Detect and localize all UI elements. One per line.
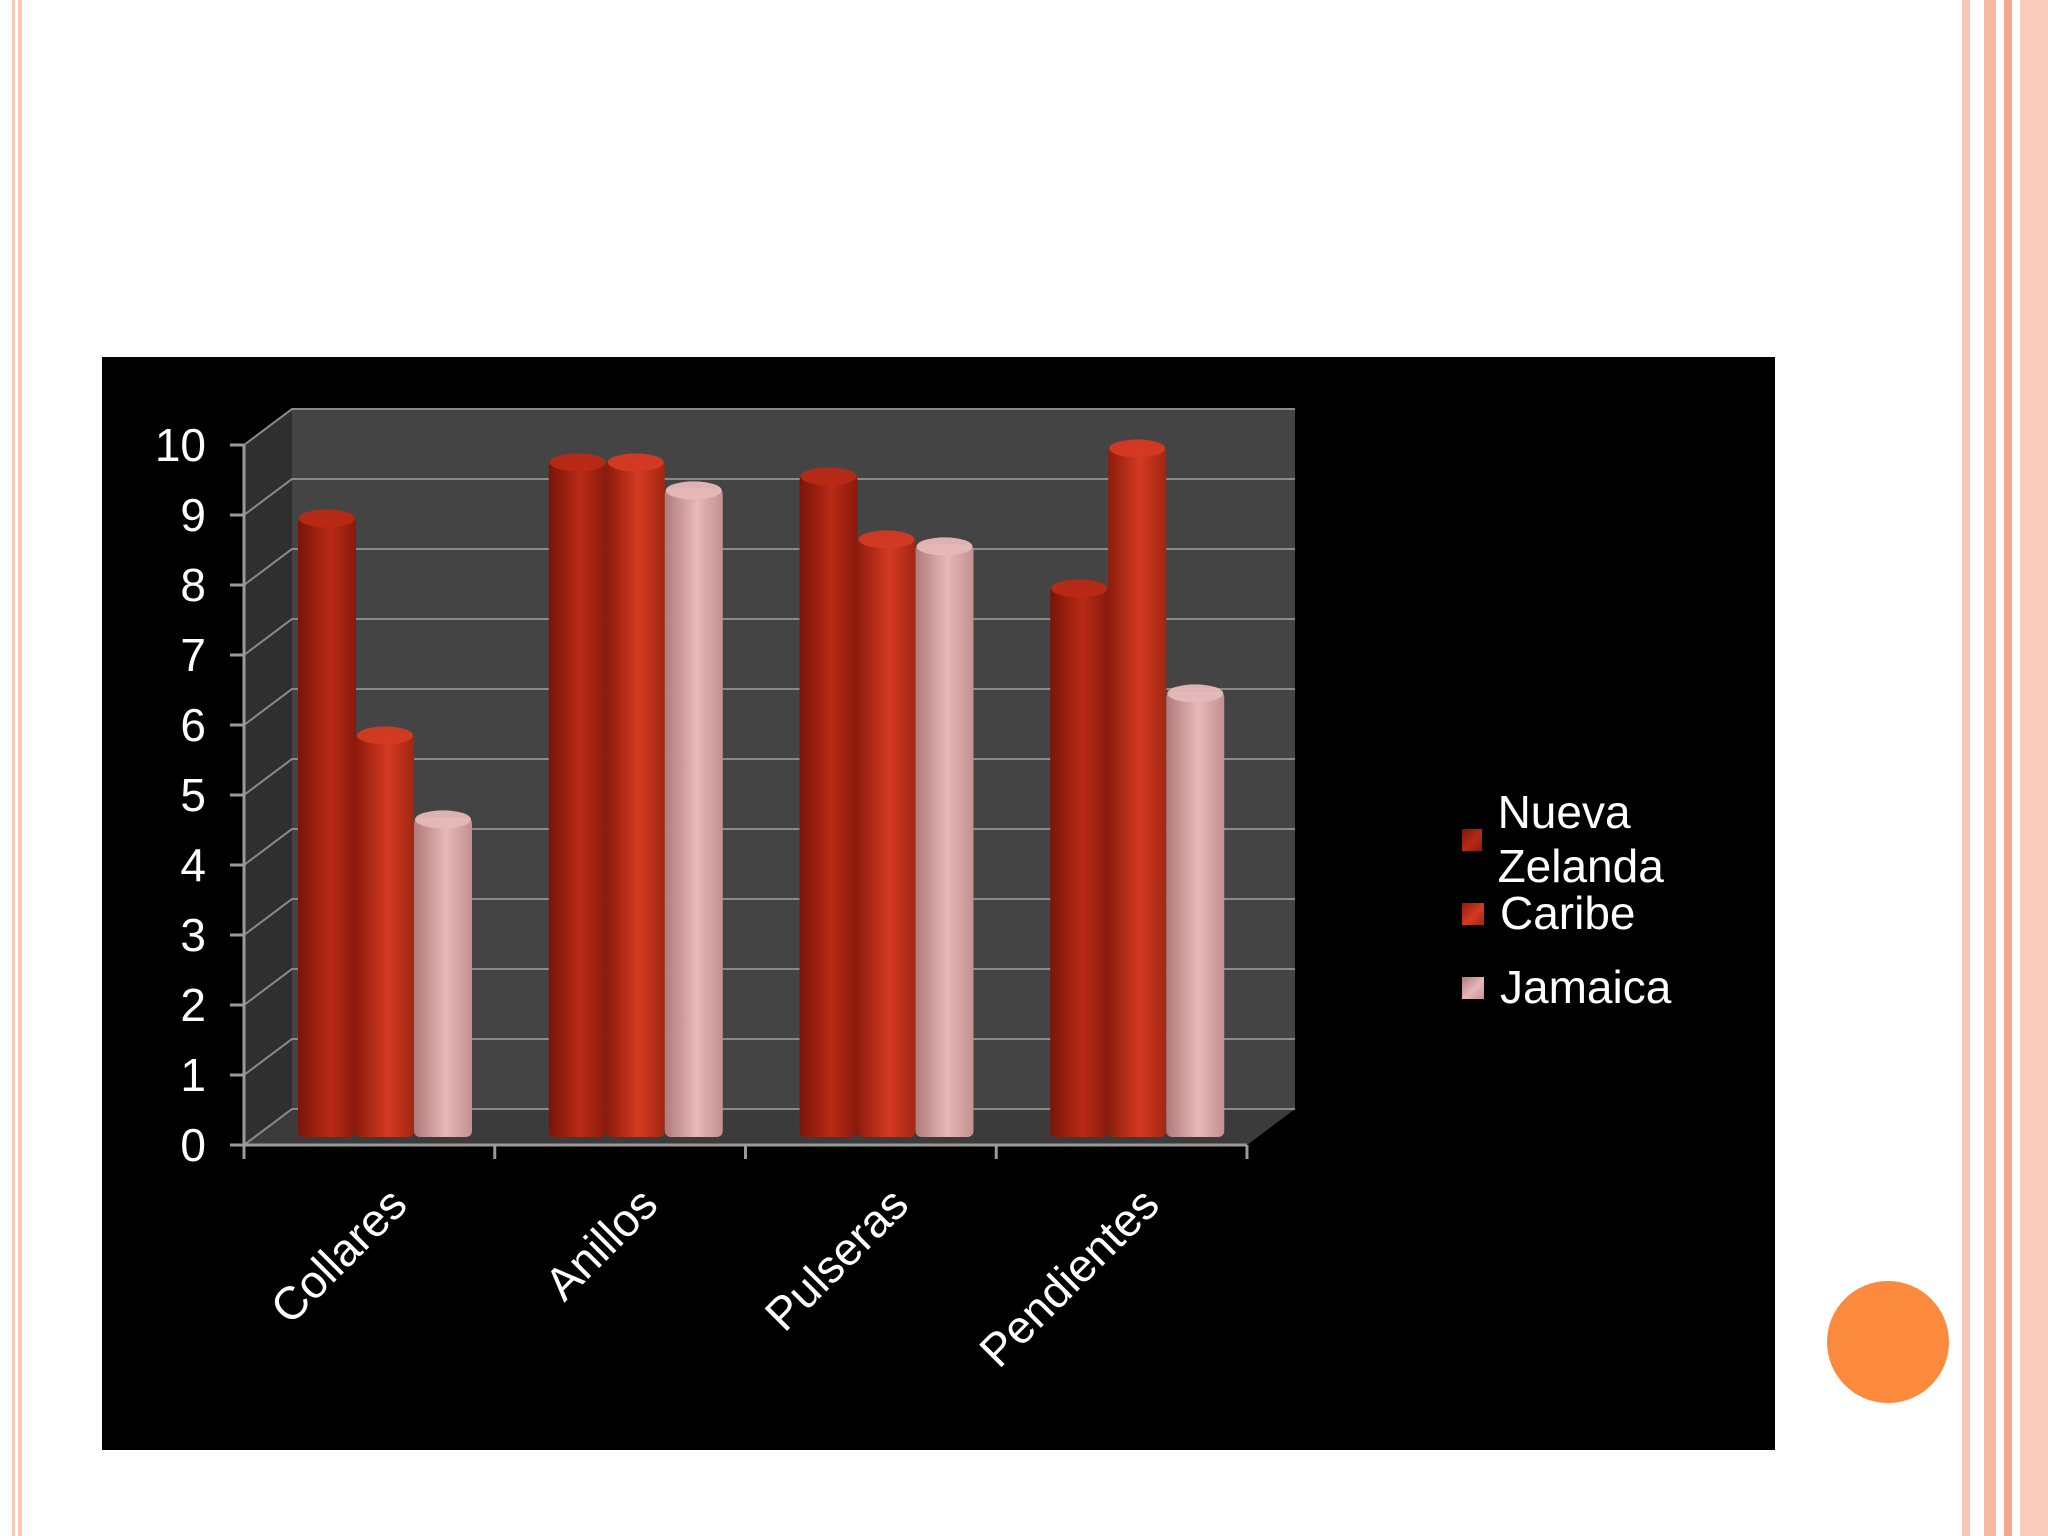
- x-tick-label: Pulseras: [755, 1177, 918, 1340]
- legend-label: Nueva Zelanda: [1497, 786, 1664, 892]
- bar-top: [607, 453, 664, 472]
- bar: [1166, 684, 1225, 1137]
- x-tick-labels: Collares Anillos Pulseras Pendientes: [260, 1177, 1168, 1377]
- bar-top: [1051, 579, 1108, 598]
- slide-border-right: [1956, 0, 2048, 1536]
- y-tick-label: 1: [180, 1049, 206, 1101]
- bar-top: [800, 467, 857, 486]
- y-tick-labels: 0 1 2 3 4 5 6 7 8 9 10: [155, 419, 206, 1171]
- bar-front: [414, 817, 472, 1137]
- bar: [857, 530, 916, 1137]
- legend-swatch-jamaica: [1462, 977, 1484, 999]
- y-tick-label: 0: [180, 1119, 206, 1171]
- bar: [414, 810, 472, 1137]
- bar: [1050, 579, 1109, 1137]
- bar-chart: 0 1 2 3 4 5 6 7 8 9 10 Collares Anillos Pulseras Pend…: [155, 408, 1295, 1377]
- chart-bars: [298, 439, 1225, 1137]
- y-tick-label: 7: [180, 629, 206, 681]
- bar-top: [415, 810, 471, 829]
- bar-top: [916, 537, 973, 556]
- bar: [799, 467, 858, 1137]
- bar-front: [298, 516, 356, 1137]
- bar: [298, 509, 356, 1137]
- bar-top: [299, 509, 355, 528]
- bar: [606, 453, 665, 1137]
- slide-border-left: [12, 0, 22, 1536]
- legend-swatch-caribe: [1462, 903, 1484, 925]
- bar-top: [1167, 684, 1224, 703]
- legend-label: Jamaica: [1500, 961, 1672, 1013]
- gridline: [243, 478, 1295, 516]
- bar-front: [356, 733, 414, 1137]
- x-tick-label: Collares: [260, 1177, 416, 1333]
- chart-axes: [230, 443, 1249, 1159]
- bar-front: [548, 460, 607, 1137]
- bar: [664, 481, 723, 1137]
- y-tick-label: 2: [180, 979, 206, 1031]
- bar-front: [799, 474, 858, 1137]
- bar-front: [1050, 586, 1109, 1137]
- bar: [1108, 439, 1167, 1137]
- y-tick-label: 3: [180, 909, 206, 961]
- chart-panel: 0 1 2 3 4 5 6 7 8 9 10 Collares Anillos Pulseras Pend…: [102, 357, 1775, 1450]
- bar: [548, 453, 607, 1137]
- legend-item: Jamaica: [1462, 950, 1775, 1024]
- bar-top: [665, 481, 722, 500]
- y-tick-label: 6: [180, 699, 206, 751]
- bar-top: [549, 453, 606, 472]
- legend-item: Nueva Zelanda: [1462, 786, 1775, 892]
- y-tick-label: 5: [180, 769, 206, 821]
- bar-front: [664, 488, 723, 1137]
- floor: [244, 1109, 1295, 1145]
- bar-front: [857, 537, 916, 1137]
- bar-top: [357, 726, 413, 745]
- bar-top: [858, 530, 915, 549]
- bar: [915, 537, 974, 1137]
- accent-dot: [1827, 1281, 1949, 1403]
- bar-front: [915, 544, 974, 1137]
- legend-item: Caribe: [1462, 876, 1775, 950]
- bar-front: [1108, 446, 1167, 1137]
- x-tick-label: Anillos: [535, 1177, 668, 1310]
- y-tick-label: 9: [180, 489, 206, 541]
- legend-swatch-nueva-zelanda: [1462, 829, 1482, 851]
- y-tick-label: 10: [155, 419, 206, 471]
- bar-front: [606, 460, 665, 1137]
- bar-top: [1109, 439, 1166, 458]
- x-tick-label: Pendientes: [969, 1177, 1169, 1377]
- legend-label: Caribe: [1500, 887, 1636, 939]
- y-tick-label: 8: [180, 559, 206, 611]
- bar: [356, 726, 414, 1137]
- y-tick-label: 4: [180, 839, 206, 891]
- bar-front: [1166, 691, 1225, 1137]
- legend: Nueva Zelanda Caribe Jamaica: [1462, 786, 1775, 1024]
